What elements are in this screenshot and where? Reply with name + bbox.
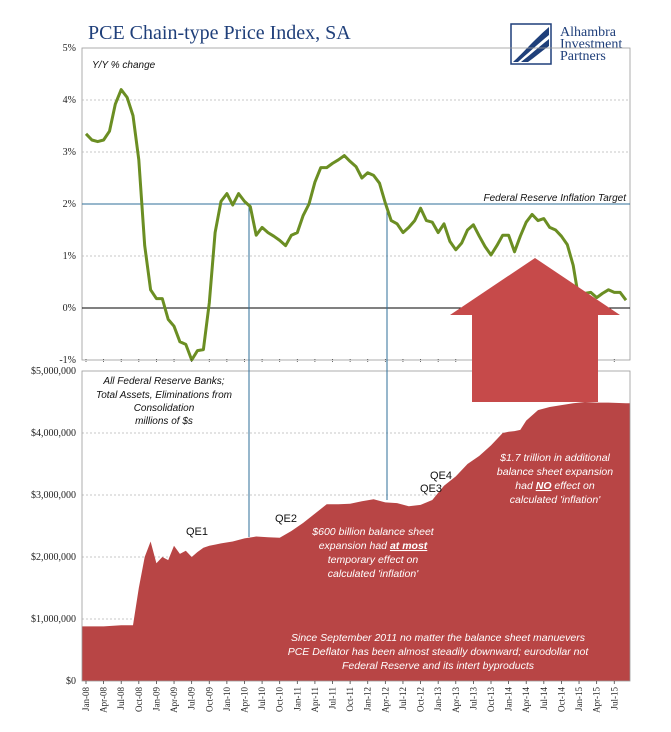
x-tick-label: Jan-10 xyxy=(222,687,232,711)
top-gridlines xyxy=(82,99,630,257)
x-tick-label: Oct-10 xyxy=(275,687,285,712)
top-y-tick-label: 5% xyxy=(63,43,76,54)
qe1-label: QE1 xyxy=(186,526,208,538)
x-tick-label: Apr-12 xyxy=(380,687,390,713)
x-tick-label: Apr-10 xyxy=(239,687,249,713)
note-bottom-line2: PCE Deflator has been almost steadily do… xyxy=(288,646,590,658)
note-bottom: Since September 2011 no matter the balan… xyxy=(288,632,590,672)
x-tick-label: Jul-13 xyxy=(468,687,478,710)
top-y-tick-label: -1% xyxy=(59,355,76,366)
x-tick-label: Oct-08 xyxy=(134,687,144,712)
x-axis-labels: Jan-08 Apr-08 Jul-08 Oct-08 Jan-09 Apr-09 Jul-… xyxy=(81,359,619,713)
x-tick-label: Jan-14 xyxy=(504,687,514,711)
x-tick-label: Jul-11 xyxy=(328,687,338,709)
upward-arrow-shape xyxy=(450,258,620,400)
x-tick-label: Jan-11 xyxy=(292,687,302,711)
x-tick-label: Jan-12 xyxy=(363,687,373,711)
bottom-plot-frame xyxy=(81,370,631,682)
x-tick-label: Apr-15 xyxy=(592,687,602,713)
x-tick-label: Jul-12 xyxy=(398,687,408,710)
assets-note-line4: millions of $s xyxy=(135,416,193,427)
note-600-line1: $600 billion balance sheet xyxy=(311,526,435,538)
x-tick-label: Jul-08 xyxy=(116,687,126,710)
top-y-axis-ticks: 5% 4% 3% 2% 1% 0% -1% xyxy=(59,43,76,366)
x-tick-label: Jan-13 xyxy=(433,687,443,711)
bottom-y-tick-label: $3,000,000 xyxy=(31,490,76,501)
brand-name-line1: Alhambra xyxy=(560,25,617,40)
x-tick-label: Apr-14 xyxy=(521,687,531,713)
note-17-line3: had NO effect on xyxy=(515,480,595,492)
bottom-y-tick-label: $4,000,000 xyxy=(31,428,76,439)
x-tick-label: Jan-15 xyxy=(574,687,584,711)
bottom-y-tick-label: $0 xyxy=(66,676,76,687)
top-y-axis-label: Y/Y % change xyxy=(92,60,156,71)
top-y-tick-label: 0% xyxy=(63,303,76,314)
note-17-line1: $1.7 trillion in additional xyxy=(499,452,610,464)
note-600-line3: temporary effect on xyxy=(328,554,419,566)
x-tick-label: Apr-08 xyxy=(99,687,109,713)
chart-title: PCE Chain-type Price Index, SA xyxy=(88,22,351,44)
note-17-line4: calculated 'inflation' xyxy=(510,494,601,506)
inflation-target-label: Federal Reserve Inflation Target xyxy=(484,193,628,204)
note-bottom-line1: Since September 2011 no matter the balan… xyxy=(291,632,586,644)
assets-note-line3: Consolidation xyxy=(134,403,195,414)
note-bottom-line3: Federal Reserve and its intert byproduct… xyxy=(342,660,535,672)
x-tick-label: Jul-14 xyxy=(539,687,549,710)
note-600-line2: expansion had at most xyxy=(319,540,428,552)
x-tick-label: Apr-13 xyxy=(451,687,461,713)
x-tick-label: Oct-11 xyxy=(345,687,355,712)
top-y-tick-label: 3% xyxy=(63,147,76,158)
x-tick-label: Jan-09 xyxy=(151,687,161,711)
bottom-y-tick-label: $5,000,000 xyxy=(31,366,76,377)
balance-sheet-area xyxy=(82,402,630,681)
note-1-7-trillion: $1.7 trillion in additional balance shee… xyxy=(497,452,613,506)
brand-logo: Alhambra Investment Partners xyxy=(510,23,622,65)
top-y-tick-label: 1% xyxy=(63,251,76,262)
note-600-line4: calculated 'inflation' xyxy=(328,568,419,580)
assets-note: All Federal Reserve Banks; Total Assets,… xyxy=(96,376,232,427)
pce-series-line xyxy=(84,88,628,362)
bottom-y-tick-label: $2,000,000 xyxy=(31,552,76,563)
x-tick-label: Jan-08 xyxy=(81,687,91,711)
qe2-label: QE2 xyxy=(275,513,297,525)
qe3-label: QE3 xyxy=(420,483,442,495)
note-17-line2: balance sheet expansion xyxy=(497,466,613,478)
x-tick-label: Jul-09 xyxy=(187,687,197,710)
bottom-y-tick-label: $1,000,000 xyxy=(31,614,76,625)
x-tick-label: Jul-15 xyxy=(609,687,619,710)
balance-sheet-area-chart: $5,000,000 $4,000,000 $3,000,000 $2,000,000… xyxy=(31,366,631,687)
top-y-tick-label: 2% xyxy=(63,199,76,210)
top-y-tick-label: 4% xyxy=(63,95,76,106)
assets-note-line2: Total Assets, Eliminations from xyxy=(96,390,232,401)
assets-note-line1: All Federal Reserve Banks; xyxy=(102,376,224,387)
logo-swoosh-icon-2 xyxy=(521,39,549,62)
brand-name-line3: Partners xyxy=(560,49,606,64)
bottom-y-axis-ticks: $5,000,000 $4,000,000 $3,000,000 $2,000,000… xyxy=(31,366,76,687)
qe4-label: QE4 xyxy=(430,470,452,482)
x-tick-label: Oct-13 xyxy=(486,687,496,712)
arrow-stem-base xyxy=(472,398,598,402)
note-600-billion: $600 billion balance sheet expansion had… xyxy=(311,526,435,580)
x-tick-label: Apr-09 xyxy=(169,687,179,713)
logo-swoosh-icon xyxy=(513,27,549,62)
pce-line-chart: 5% 4% 3% 2% 1% 0% -1% Federal Reserve Inflatio… xyxy=(59,43,631,366)
x-tick-label: Jul-10 xyxy=(257,687,267,710)
x-tick-label: Apr-11 xyxy=(310,687,320,712)
x-tick-label: Oct-09 xyxy=(204,687,214,712)
x-tick-label: Oct-12 xyxy=(416,687,426,712)
x-tick-label: Oct-14 xyxy=(556,687,566,712)
